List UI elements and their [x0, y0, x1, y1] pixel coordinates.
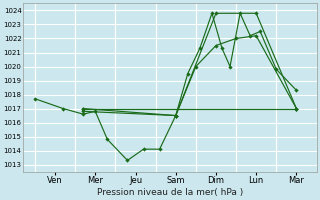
X-axis label: Pression niveau de la mer( hPa ): Pression niveau de la mer( hPa ) — [97, 188, 243, 197]
